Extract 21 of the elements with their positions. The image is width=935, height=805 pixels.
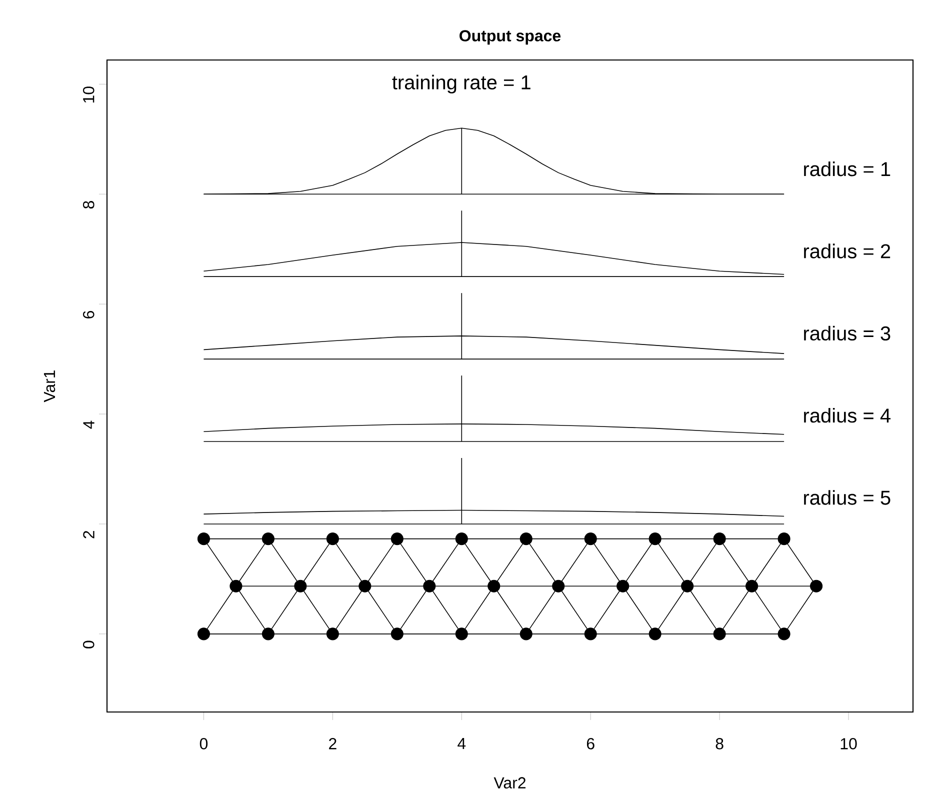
annotation: radius = 1: [804, 162, 890, 176]
annotation: radius = 5: [804, 490, 890, 505]
x-tick-label: 10: [840, 738, 857, 750]
x-tick-label: 6: [586, 738, 594, 750]
y-tick-label: 2: [83, 530, 94, 538]
annotation: radius = 2: [804, 244, 890, 258]
x-tick-label: 0: [200, 738, 208, 750]
y-tick-label: 10: [82, 86, 94, 103]
y-tick-label: 4: [83, 420, 94, 429]
annotation: radius = 3: [804, 326, 890, 341]
y-tick-label: 0: [82, 640, 94, 648]
x-axis-title: Var2: [494, 777, 526, 788]
annotation: radius = 4: [804, 408, 890, 423]
annotation: training rate = 1: [392, 74, 530, 94]
y-axis-title: Var1: [44, 370, 56, 402]
chart-title: Output space: [460, 30, 561, 45]
x-tick-label: 2: [329, 738, 336, 750]
x-tick-label: 8: [716, 738, 724, 750]
y-tick-label: 8: [82, 201, 94, 209]
y-tick-label: 6: [82, 310, 94, 318]
x-tick-label: 4: [458, 738, 466, 750]
